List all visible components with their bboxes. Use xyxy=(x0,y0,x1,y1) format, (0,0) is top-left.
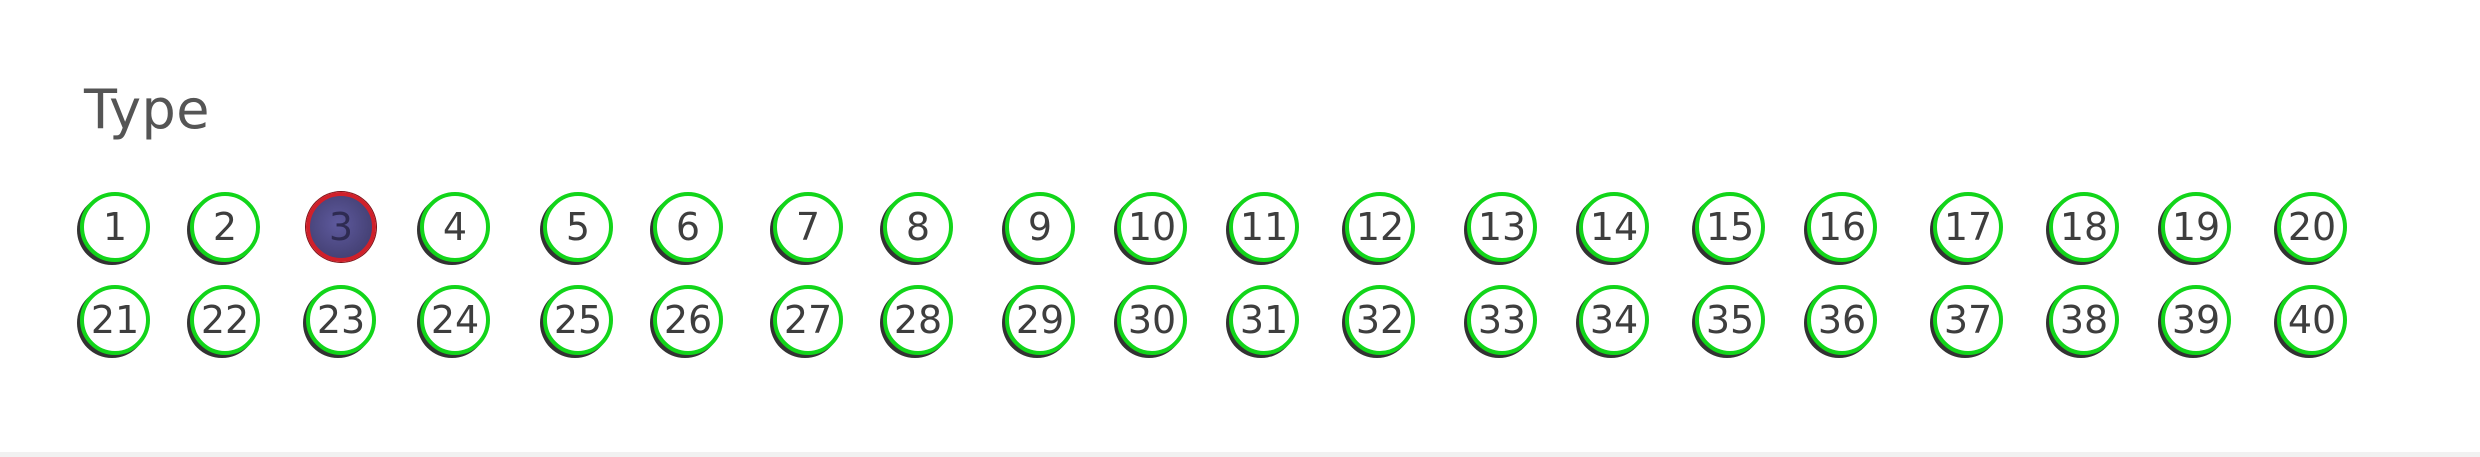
type-option-32[interactable]: 32 xyxy=(1345,285,1415,355)
type-option-label: 10 xyxy=(1127,205,1177,249)
type-option-label: 1 xyxy=(102,205,128,249)
type-option-label: 23 xyxy=(316,298,366,342)
type-option-label: 32 xyxy=(1355,298,1405,342)
type-option-28[interactable]: 28 xyxy=(883,285,953,355)
type-option-37[interactable]: 37 xyxy=(1933,285,2003,355)
type-option-6[interactable]: 6 xyxy=(653,192,723,262)
type-option-8[interactable]: 8 xyxy=(883,192,953,262)
type-option-35[interactable]: 35 xyxy=(1695,285,1765,355)
type-option-label: 17 xyxy=(1943,205,1993,249)
type-option-29[interactable]: 29 xyxy=(1005,285,1075,355)
type-option-label: 18 xyxy=(2059,205,2109,249)
type-option-label: 21 xyxy=(90,298,140,342)
type-option-9[interactable]: 9 xyxy=(1005,192,1075,262)
type-option-label: 25 xyxy=(553,298,603,342)
type-option-label: 37 xyxy=(1943,298,1993,342)
type-option-label: 2 xyxy=(212,205,238,249)
type-option-34[interactable]: 34 xyxy=(1579,285,1649,355)
type-option-label: 7 xyxy=(795,205,821,249)
type-option-27[interactable]: 27 xyxy=(773,285,843,355)
type-option-label: 3 xyxy=(328,205,354,249)
type-option-30[interactable]: 30 xyxy=(1117,285,1187,355)
type-option-36[interactable]: 36 xyxy=(1807,285,1877,355)
type-option-label: 33 xyxy=(1477,298,1527,342)
type-option-39[interactable]: 39 xyxy=(2161,285,2231,355)
type-option-label: 20 xyxy=(2287,205,2337,249)
type-option-22[interactable]: 22 xyxy=(190,285,260,355)
type-option-label: 9 xyxy=(1027,205,1053,249)
type-option-7[interactable]: 7 xyxy=(773,192,843,262)
type-option-11[interactable]: 11 xyxy=(1229,192,1299,262)
type-option-3[interactable]: 3 xyxy=(306,192,376,262)
type-option-label: 16 xyxy=(1817,205,1867,249)
type-option-label: 24 xyxy=(430,298,480,342)
type-option-label: 38 xyxy=(2059,298,2109,342)
type-option-20[interactable]: 20 xyxy=(2277,192,2347,262)
type-option-5[interactable]: 5 xyxy=(543,192,613,262)
type-option-13[interactable]: 13 xyxy=(1467,192,1537,262)
type-option-label: 34 xyxy=(1589,298,1639,342)
type-option-15[interactable]: 15 xyxy=(1695,192,1765,262)
type-option-2[interactable]: 2 xyxy=(190,192,260,262)
type-option-31[interactable]: 31 xyxy=(1229,285,1299,355)
type-option-label: 8 xyxy=(905,205,931,249)
type-option-label: 6 xyxy=(675,205,701,249)
type-option-label: 28 xyxy=(893,298,943,342)
type-option-4[interactable]: 4 xyxy=(420,192,490,262)
type-option-label: 27 xyxy=(783,298,833,342)
type-option-label: 19 xyxy=(2171,205,2221,249)
type-option-label: 35 xyxy=(1705,298,1755,342)
type-option-label: 22 xyxy=(200,298,250,342)
section-title: Type xyxy=(84,78,211,141)
type-option-10[interactable]: 10 xyxy=(1117,192,1187,262)
type-option-label: 40 xyxy=(2287,298,2337,342)
type-option-1[interactable]: 1 xyxy=(80,192,150,262)
type-option-label: 5 xyxy=(565,205,591,249)
type-option-19[interactable]: 19 xyxy=(2161,192,2231,262)
type-option-26[interactable]: 26 xyxy=(653,285,723,355)
type-option-label: 13 xyxy=(1477,205,1527,249)
type-option-label: 26 xyxy=(663,298,713,342)
type-option-label: 39 xyxy=(2171,298,2221,342)
type-option-33[interactable]: 33 xyxy=(1467,285,1537,355)
type-option-40[interactable]: 40 xyxy=(2277,285,2347,355)
type-option-label: 31 xyxy=(1239,298,1289,342)
type-option-14[interactable]: 14 xyxy=(1579,192,1649,262)
type-option-label: 4 xyxy=(442,205,468,249)
type-option-label: 29 xyxy=(1015,298,1065,342)
type-option-21[interactable]: 21 xyxy=(80,285,150,355)
type-option-24[interactable]: 24 xyxy=(420,285,490,355)
type-option-23[interactable]: 23 xyxy=(306,285,376,355)
type-option-label: 14 xyxy=(1589,205,1639,249)
type-option-12[interactable]: 12 xyxy=(1345,192,1415,262)
type-option-label: 11 xyxy=(1239,205,1289,249)
type-option-16[interactable]: 16 xyxy=(1807,192,1877,262)
type-option-18[interactable]: 18 xyxy=(2049,192,2119,262)
type-option-17[interactable]: 17 xyxy=(1933,192,2003,262)
type-option-label: 30 xyxy=(1127,298,1177,342)
type-option-label: 15 xyxy=(1705,205,1755,249)
type-option-label: 36 xyxy=(1817,298,1867,342)
divider xyxy=(0,452,2480,457)
type-option-label: 12 xyxy=(1355,205,1405,249)
type-option-38[interactable]: 38 xyxy=(2049,285,2119,355)
type-option-25[interactable]: 25 xyxy=(543,285,613,355)
